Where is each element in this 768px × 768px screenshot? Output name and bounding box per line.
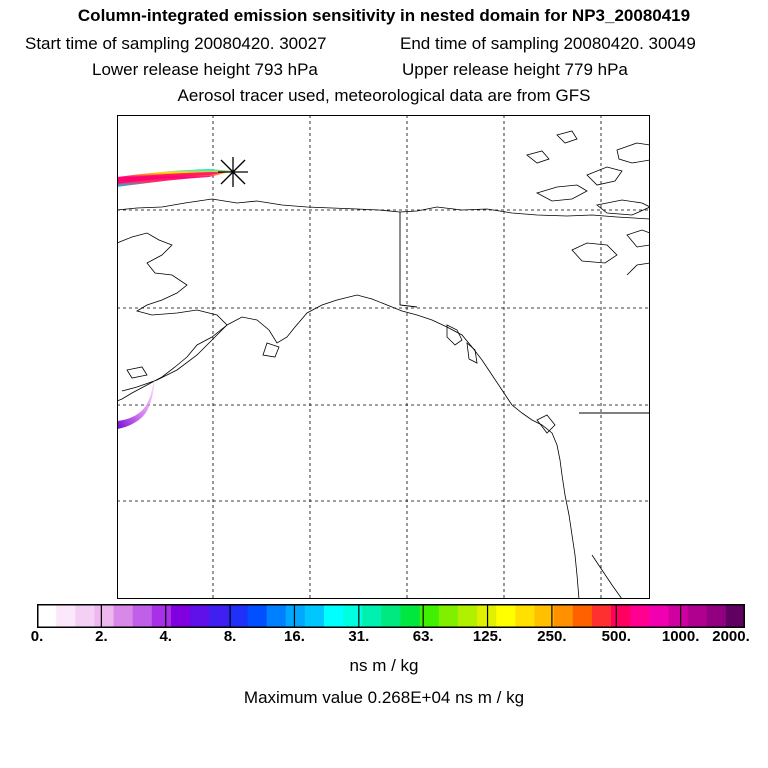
colorbar-tick-label: 250. <box>537 628 567 645</box>
colorbar-tick-label: 8. <box>223 628 237 645</box>
colorbar-swatch <box>37 604 57 628</box>
colorbar-tick-labels: 0. 2. 4. 8. 16. 31. 63. 125. 250. 500. 1000. 2000. <box>0 628 768 652</box>
colorbar-swatch <box>668 604 689 628</box>
colorbar-swatch <box>56 604 76 628</box>
colorbar-tick-label: 125. <box>472 628 503 645</box>
colorbar-tick-label: 2. <box>95 628 108 645</box>
colorbar-swatch <box>438 604 459 628</box>
colorbar-tick-label: 0. <box>30 628 44 645</box>
colorbar-swatch <box>94 604 115 628</box>
colorbar <box>37 604 745 628</box>
colorbar-tick-label: 4. <box>159 628 172 645</box>
emission-patch <box>117 373 155 429</box>
colorbar-tick-label: 16. <box>284 628 305 645</box>
end-time-label: End time of sampling 20080420. 30049 <box>400 34 696 53</box>
colorbar-swatch <box>209 604 229 628</box>
colorbar-swatch <box>477 604 497 628</box>
colorbar-tick-label: 500. <box>601 628 631 645</box>
colorbar-swatch <box>151 604 172 628</box>
colorbar-swatch <box>496 604 516 628</box>
colorbar-frame <box>37 604 745 628</box>
colorbar-swatch <box>534 604 555 628</box>
colorbar-swatch <box>343 604 363 628</box>
colorbar-swatch <box>457 604 478 628</box>
colorbar-swatch <box>515 604 536 628</box>
colorbar-tick-label: 31. <box>348 628 370 645</box>
colorbar-swatch <box>132 604 153 628</box>
coastline <box>117 130 650 599</box>
tracer-note: Aerosol tracer used, meteorological data… <box>177 86 591 105</box>
release-point-marker <box>218 157 248 187</box>
upper-release-label: Upper release height 779 hPa <box>402 60 628 79</box>
colorbar-tick-label: 63. <box>412 628 434 645</box>
colorbar-swatch <box>725 604 745 628</box>
colorbar-tick-label: 2000. <box>712 628 750 645</box>
colorbar-swatch <box>400 604 421 628</box>
colorbar-swatch <box>75 604 95 628</box>
colorbar-tick-label: 1000. <box>661 628 700 645</box>
colorbar-swatch <box>572 604 593 628</box>
colorbar-swatch <box>553 604 574 628</box>
colorbar-swatch <box>381 604 402 628</box>
colorbar-swatch <box>706 604 727 628</box>
colorbar-swatch <box>591 604 612 628</box>
borders <box>399 212 650 414</box>
colorbar-swatch <box>324 604 344 628</box>
colorbar-swatch <box>304 604 325 628</box>
maximum-value-label: Maximum value 0.268E+04 ns m / kg <box>243 688 525 707</box>
map-frame <box>117 115 650 599</box>
colorbar-swatch <box>266 604 287 628</box>
colorbar-swatch <box>190 604 210 628</box>
colorbar-swatch <box>419 604 440 628</box>
colorbar-swatch <box>247 604 268 628</box>
colorbar-swatch <box>113 604 134 628</box>
start-time-label: Start time of sampling 20080420. 30027 <box>25 34 327 53</box>
colorbar-swatch <box>649 604 669 628</box>
colorbar-swatch <box>630 604 650 628</box>
emission-plume <box>117 169 234 187</box>
colorbar-swatch <box>687 604 708 628</box>
graticule <box>117 115 650 599</box>
colorbar-swatch <box>362 604 382 628</box>
colorbar-swatch <box>285 604 306 628</box>
plot-title: Column-integrated emission sensitivity i… <box>77 6 691 25</box>
lower-release-label: Lower release height 793 hPa <box>92 60 318 79</box>
colorbar-units: ns m / kg <box>349 656 419 675</box>
map-panel <box>117 115 650 599</box>
colorbar-swatch <box>170 604 191 628</box>
colorbar-swatch <box>611 604 631 628</box>
colorbar-swatch <box>228 604 248 628</box>
